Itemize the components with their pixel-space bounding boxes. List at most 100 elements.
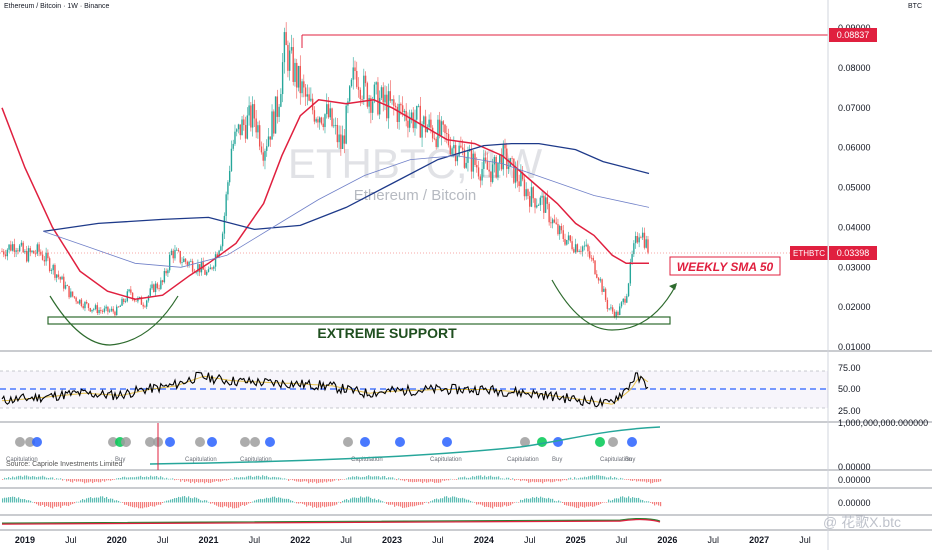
candle-body <box>107 306 109 312</box>
osc-bar <box>4 497 6 503</box>
osc-bar <box>434 499 436 503</box>
last-badge-text: 0.03398 <box>837 248 870 258</box>
osc-bar <box>440 498 442 503</box>
osc-bar <box>104 479 106 482</box>
osc-bar <box>524 479 526 481</box>
candle-body <box>410 112 413 119</box>
osc-bar <box>68 479 70 481</box>
osc-bar <box>366 496 368 503</box>
osc-bar <box>530 479 532 483</box>
osc-bar <box>362 476 364 480</box>
osc-bar <box>92 498 94 503</box>
signal-dot <box>32 437 42 447</box>
osc-bar <box>600 475 602 480</box>
osc-bar <box>126 477 128 480</box>
osc-bar <box>580 477 582 480</box>
osc-bar <box>186 497 188 503</box>
time-axis[interactable]: 2019 Jul 2020 Jul 2021 Jul 2022 Jul 2023 Jul 2024 J… <box>15 535 811 545</box>
osc-bar <box>314 479 316 482</box>
osc-bar <box>508 502 510 506</box>
candle-body <box>38 244 40 252</box>
time-tick-label: Jul <box>799 535 811 545</box>
osc-bar <box>104 497 106 503</box>
candle-body <box>204 269 206 275</box>
candle-body <box>108 310 111 312</box>
candle-body <box>174 250 176 259</box>
osc-bar <box>116 500 118 503</box>
candle-body <box>160 280 162 289</box>
candle-body <box>20 242 23 246</box>
osc-bar <box>436 498 438 503</box>
candle-body <box>483 157 485 169</box>
osc-bar <box>102 479 104 481</box>
osc-bar <box>34 502 36 504</box>
candle-body <box>368 98 370 107</box>
osc-bar <box>438 479 440 483</box>
osc-bar <box>204 479 206 484</box>
osc-bar <box>556 501 558 503</box>
candle-body <box>377 82 379 115</box>
osc-bar <box>590 475 592 480</box>
candle-body <box>461 147 464 150</box>
osc-bar <box>220 502 222 508</box>
candle-body <box>230 148 233 172</box>
osc-bar <box>284 498 286 503</box>
signal-dot <box>265 437 275 447</box>
candle-body <box>287 45 289 71</box>
osc-bar <box>140 475 142 480</box>
osc-bar <box>490 502 492 508</box>
osc-bar <box>74 502 76 504</box>
osc-bar <box>586 502 588 507</box>
osc-bar <box>606 502 608 503</box>
candle-body <box>366 83 369 107</box>
osc-bar <box>54 502 56 507</box>
osc-bar <box>406 502 408 508</box>
osc-bar <box>404 502 406 508</box>
osc-bar <box>200 479 202 483</box>
footer-watermark: @ 花歌X.btc <box>823 514 901 530</box>
candle-body <box>43 259 46 262</box>
osc-bar <box>110 498 112 503</box>
osc-bar <box>164 501 166 503</box>
osc-bar <box>292 500 294 503</box>
osc-bar <box>326 479 328 483</box>
candle-body <box>375 82 377 85</box>
candle-body <box>149 288 151 296</box>
osc-bar <box>312 479 314 483</box>
osc-bar <box>278 497 280 503</box>
osc-bar <box>206 479 208 483</box>
osc-bar <box>112 498 114 503</box>
osc-bar <box>468 499 470 503</box>
candle-body <box>530 187 533 207</box>
osc-bar <box>96 497 98 503</box>
osc-bar <box>148 477 150 480</box>
osc-bar <box>294 479 296 481</box>
osc-bar <box>90 497 92 503</box>
signal-dot <box>608 437 618 447</box>
osc-line <box>1 518 661 525</box>
candle-body <box>114 311 116 316</box>
candle-body <box>80 299 83 307</box>
osc-bar <box>482 502 484 506</box>
cup-arrow-head <box>669 283 677 290</box>
candle-body <box>396 106 399 123</box>
osc-bar <box>506 477 508 480</box>
osc-bar <box>480 475 482 480</box>
price-scale[interactable]: 0.01000 0.02000 0.03000 0.04000 0.05000 0.060… <box>838 23 871 352</box>
osc-bar <box>32 501 34 503</box>
symbol-title[interactable]: Ethereum / Bitcoin · 1W · Binance <box>4 3 110 10</box>
osc-bar <box>308 502 310 506</box>
watermark-sub: Ethereum / Bitcoin <box>354 187 477 204</box>
osc-bar <box>278 477 280 480</box>
osc-bar <box>352 497 354 503</box>
candle-body <box>486 161 489 170</box>
candle-body <box>138 297 141 298</box>
candle-body <box>18 245 21 252</box>
osc-bar <box>112 479 114 481</box>
osc-bar <box>100 496 102 503</box>
source-note: Source: Capriole Investments Limited <box>6 461 122 468</box>
osc-bar <box>464 476 466 480</box>
osc-bar <box>628 496 630 503</box>
